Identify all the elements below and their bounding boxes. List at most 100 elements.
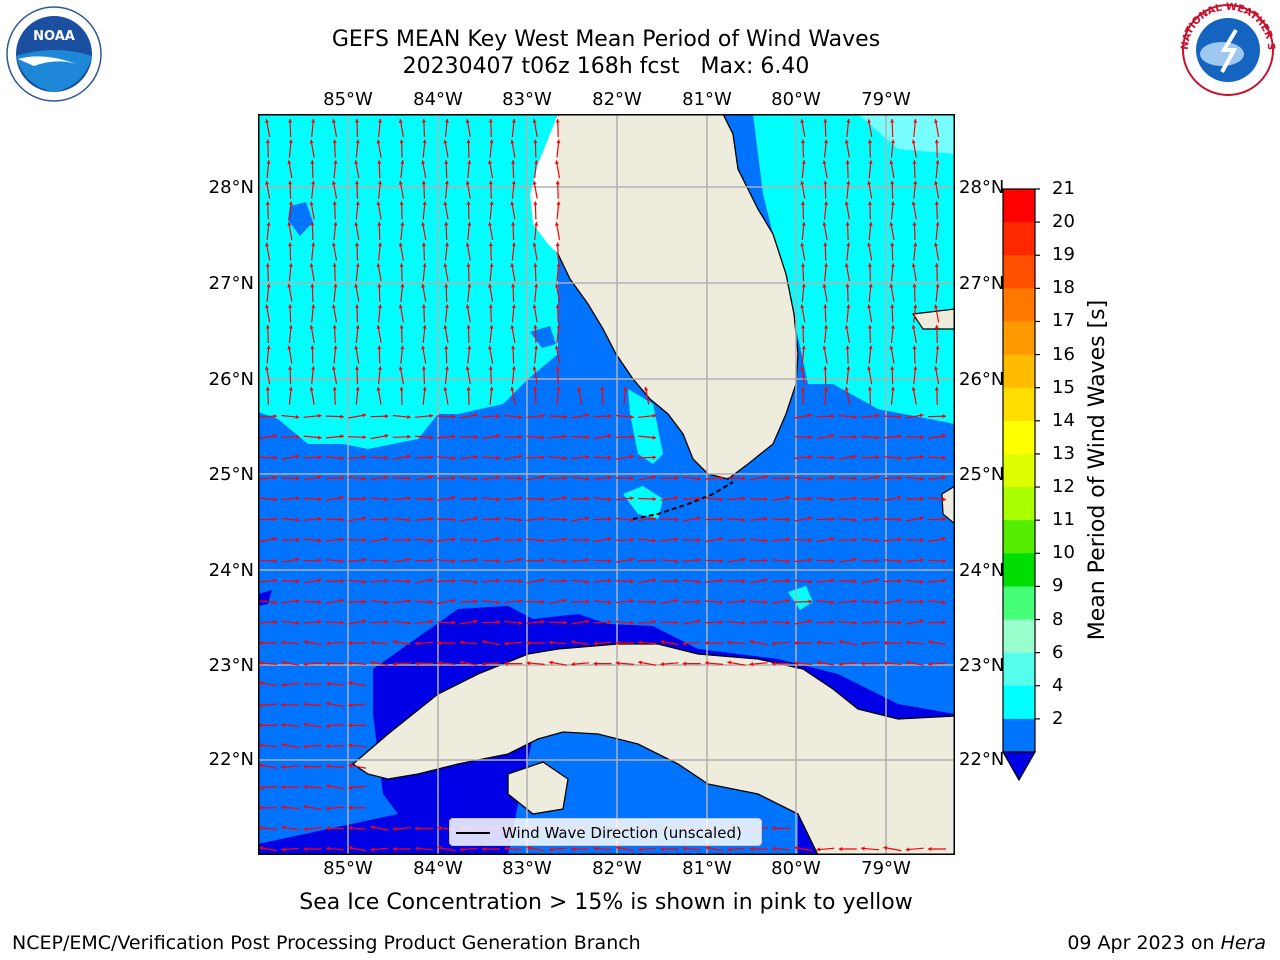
wind-wave-arrowhead xyxy=(741,579,746,584)
wind-wave-arrowhead xyxy=(548,847,553,852)
wind-wave-arrowhead xyxy=(853,537,857,542)
wind-wave-arrowhead xyxy=(518,599,523,604)
wind-wave-arrowhead xyxy=(853,434,857,439)
wave-period-map xyxy=(258,114,955,855)
wind-wave-arrowhead xyxy=(474,579,478,584)
wind-wave-arrowhead xyxy=(571,662,575,667)
wind-wave-arrowhead xyxy=(421,242,426,247)
wind-wave-arrowhead xyxy=(474,435,478,440)
wind-wave-arrowhead xyxy=(801,283,806,288)
wind-wave-arrowhead xyxy=(905,640,910,645)
wind-wave-arrowhead xyxy=(897,517,902,522)
wind-wave-arrowhead xyxy=(541,455,545,460)
wind-wave-arrowhead xyxy=(407,496,411,501)
wind-wave-arrowhead xyxy=(265,139,270,144)
wind-wave-arrowhead xyxy=(741,537,746,542)
wind-wave-arrowhead xyxy=(511,180,516,185)
colorbar-tick-label: 2 xyxy=(1052,707,1064,729)
wind-wave-arrowhead xyxy=(875,475,879,480)
lat-label-left: 28°N xyxy=(208,177,254,198)
wind-wave-arrowhead xyxy=(935,345,940,350)
lat-label-left: 25°N xyxy=(208,464,254,485)
wind-wave-arrowhead xyxy=(719,620,723,625)
wind-wave-arrowhead xyxy=(273,620,277,625)
wind-wave-arrowhead xyxy=(763,619,768,624)
wind-wave-arrowhead xyxy=(362,619,367,624)
wind-wave-arrowhead xyxy=(540,413,545,418)
lon-label-bottom: 83°W xyxy=(502,858,552,879)
wind-wave-arrowhead xyxy=(861,846,865,851)
wind-wave-arrowhead xyxy=(333,345,338,350)
wind-wave-arrowhead xyxy=(473,516,478,521)
wind-wave-arrowhead xyxy=(800,366,805,371)
wind-wave-arrowhead xyxy=(540,516,545,521)
wind-wave-arrowhead xyxy=(830,434,835,439)
wind-wave-arrowhead xyxy=(325,723,330,728)
wind-wave-arrowhead xyxy=(511,345,516,350)
wind-wave-arrowhead xyxy=(845,345,850,350)
wind-wave-arrowhead xyxy=(303,702,308,707)
wind-wave-arrowhead xyxy=(563,414,567,419)
wind-wave-arrowhead xyxy=(288,242,293,247)
wind-wave-arrowhead xyxy=(407,414,411,419)
wind-wave-arrowhead xyxy=(309,325,314,329)
wind-wave-arrowhead xyxy=(385,558,389,563)
wind-wave-arrowhead xyxy=(384,497,389,502)
colorbar xyxy=(1001,188,1040,782)
wind-wave-arrowhead xyxy=(942,434,946,439)
wind-wave-arrowhead xyxy=(474,558,478,563)
wind-wave-arrowhead xyxy=(510,201,515,206)
lon-label-bottom: 84°W xyxy=(413,858,463,879)
wind-wave-arrowhead xyxy=(928,846,932,852)
wind-wave-arrowhead xyxy=(763,538,768,543)
colorbar-tick-label: 15 xyxy=(1052,376,1075,398)
wind-wave-arrowhead xyxy=(741,476,746,481)
band-4-6s-keys xyxy=(623,486,663,519)
wind-wave-arrowhead xyxy=(844,201,849,206)
footer-host: Hera xyxy=(1220,932,1266,954)
wind-wave-arrowhead xyxy=(607,497,612,502)
wind-wave-arrowhead xyxy=(868,345,873,350)
colorbar-tick-label: 18 xyxy=(1052,277,1075,299)
band-6-8s xyxy=(858,114,955,154)
wind-wave-arrowhead xyxy=(824,386,829,391)
wind-wave-arrowhead xyxy=(867,263,872,267)
wind-wave-arrowhead xyxy=(259,661,263,666)
wind-wave-arrowhead xyxy=(496,497,500,502)
wind-wave-arrowhead xyxy=(548,640,553,645)
wind-wave-arrowhead xyxy=(897,475,902,481)
wind-wave-arrowhead xyxy=(942,537,946,542)
wind-wave-arrowhead xyxy=(890,304,895,308)
wind-wave-arrowhead xyxy=(942,475,946,480)
wind-wave-arrowhead xyxy=(942,558,946,563)
wind-wave-arrowhead xyxy=(912,160,917,164)
wind-wave-arrowhead xyxy=(399,263,404,267)
wind-wave-arrowhead xyxy=(303,846,307,852)
wind-wave-arrowhead xyxy=(444,222,449,226)
wind-wave-arrowhead xyxy=(533,386,538,391)
wind-wave-arrowhead xyxy=(317,435,322,440)
wind-wave-arrowhead xyxy=(444,180,449,185)
wind-wave-arrowhead xyxy=(362,455,367,460)
wind-wave-arrowhead xyxy=(318,496,322,502)
wind-wave-arrowhead xyxy=(489,263,494,267)
wind-wave-arrowhead xyxy=(518,476,523,481)
wind-wave-arrowhead xyxy=(741,620,746,625)
wind-wave-arrowhead xyxy=(727,660,732,665)
colorbar-tick-label: 11 xyxy=(1052,509,1075,531)
wind-wave-arrowhead xyxy=(875,435,880,440)
wind-wave-arrowhead xyxy=(800,263,806,267)
wind-wave-arrowhead xyxy=(867,366,872,371)
wind-wave-arrowhead xyxy=(554,222,559,226)
wind-wave-arrowhead xyxy=(303,784,308,789)
wind-wave-arrowhead xyxy=(674,495,679,500)
wind-wave-arrowhead xyxy=(377,283,382,288)
wind-wave-arrowhead xyxy=(705,661,709,666)
wind-wave-arrowhead xyxy=(518,537,523,542)
wind-wave-arrowhead xyxy=(421,345,426,350)
wind-wave-arrowhead xyxy=(563,475,567,481)
wind-wave-arrowhead xyxy=(281,682,285,687)
wind-wave-arrowhead xyxy=(830,497,835,502)
wind-wave-arrowhead xyxy=(585,619,590,624)
wind-wave-arrowhead xyxy=(273,455,277,460)
